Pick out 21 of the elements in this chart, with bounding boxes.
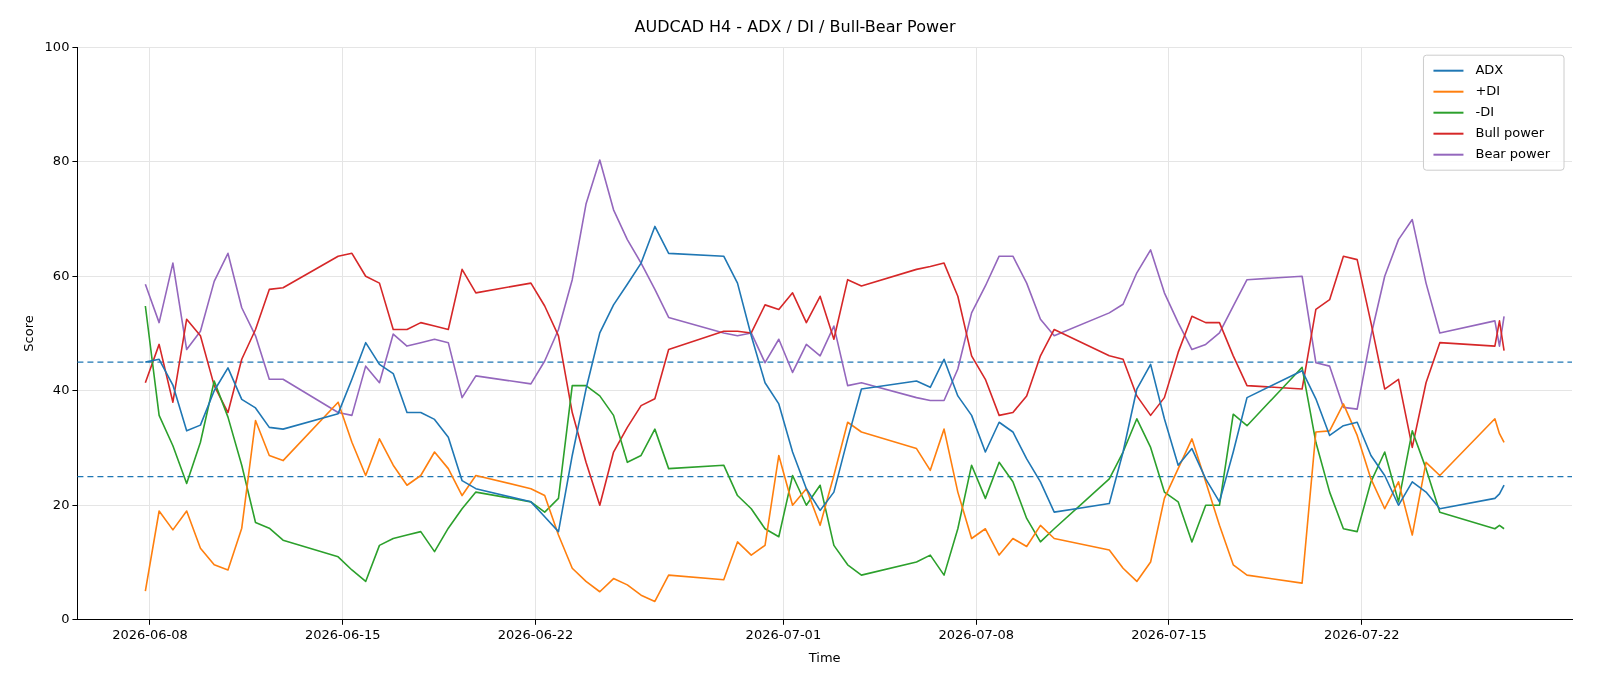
- x-tick-label: 2026-07-01: [745, 626, 822, 642]
- y-tick-label: 40: [52, 382, 70, 398]
- y-tick-label: 60: [52, 267, 70, 283]
- x-tick-label: 2026-06-22: [497, 626, 574, 642]
- y-tick-label: 20: [52, 496, 70, 512]
- x-tick-label: 2026-07-22: [1323, 626, 1400, 642]
- x-tick-label: 2026-07-15: [1131, 626, 1207, 642]
- legend-label: Bear power: [1475, 146, 1551, 162]
- x-tick-label: 2026-07-08: [938, 626, 1014, 642]
- y-tick-label: 0: [61, 611, 70, 627]
- x-tick-label: 2026-06-08: [112, 626, 188, 642]
- chart-title: AUDCAD H4 - ADX / DI / Bull-Bear Power: [634, 16, 956, 36]
- legend-label: -DI: [1475, 104, 1495, 120]
- x-axis-title: Time: [807, 649, 841, 665]
- legend-label: +DI: [1475, 83, 1501, 99]
- y-tick-label: 100: [44, 38, 70, 54]
- legend-label: Bull power: [1475, 125, 1545, 141]
- legend-label: ADX: [1475, 62, 1504, 78]
- y-tick-label: 80: [52, 153, 70, 169]
- y-axis-title: Score: [21, 315, 37, 352]
- x-tick-label: 2026-06-15: [304, 626, 381, 642]
